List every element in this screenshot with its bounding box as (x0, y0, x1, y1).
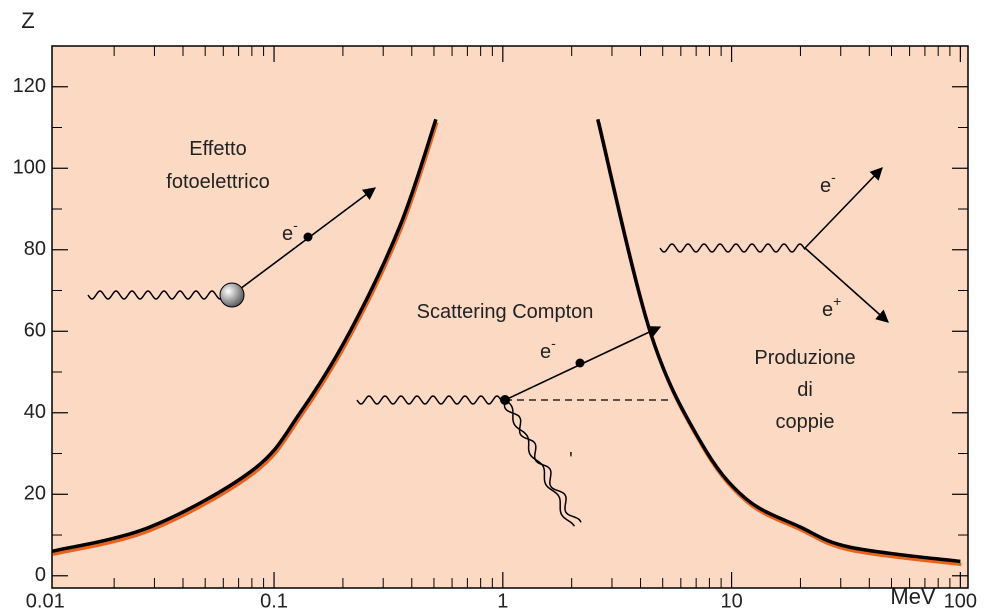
particle-label: e- (282, 217, 298, 245)
electron (575, 358, 585, 368)
photon (87, 290, 223, 300)
particle-label: e (282, 223, 293, 245)
photon (504, 399, 576, 527)
curve-shadow (52, 121, 439, 557)
x-axis-label: MeV (890, 584, 936, 609)
superscript: - (293, 217, 298, 233)
annotation: coppie (776, 411, 835, 433)
particle-label: e (540, 341, 551, 363)
electron (303, 232, 313, 242)
superscript: - (831, 169, 836, 185)
superscript: - (551, 335, 556, 351)
photon (356, 395, 503, 405)
x-tick-label: 1 (497, 590, 508, 610)
arrow (804, 167, 883, 249)
y-tick-label: 120 (13, 75, 46, 97)
y-tick-label: 80 (24, 238, 46, 260)
electron (500, 395, 510, 405)
y-tick-label: 60 (24, 320, 46, 342)
x-tick-label: 0.01 (26, 590, 65, 610)
diagram (231, 167, 889, 401)
x-tick-label: 10 (720, 590, 742, 610)
plot-area (51, 45, 969, 589)
arrow (804, 247, 889, 323)
photon-waves (87, 243, 806, 527)
curve (51, 118, 438, 554)
annotation: Scattering Compton (417, 301, 594, 323)
particle-label: e- (540, 335, 556, 363)
y-tick-label: 0 (35, 564, 46, 586)
particle-label: e (820, 175, 831, 197)
annotation: Effetto (189, 138, 246, 160)
x-tick-label: 0.1 (260, 590, 288, 610)
arrow (231, 187, 377, 296)
plot-layer (51, 46, 968, 588)
atom (219, 282, 245, 308)
annotation: fotoelettrico (166, 171, 269, 193)
photon (503, 399, 582, 523)
particle-label: e (822, 299, 833, 321)
y-tick-label: 100 (13, 157, 46, 179)
x-tick-label: 100 (944, 590, 977, 610)
y-tick-label: 20 (24, 483, 46, 505)
superscript: + (833, 293, 841, 309)
curve (596, 118, 961, 564)
annotation: ' (569, 449, 573, 471)
annotation: Produzione (754, 347, 855, 369)
y-tick-label: 40 (24, 401, 46, 423)
particle-label: e+ (822, 293, 841, 321)
y-axis-label: Z (21, 8, 34, 33)
photon (659, 243, 806, 253)
annotation: di (797, 379, 813, 401)
particle-label: e- (820, 169, 836, 197)
